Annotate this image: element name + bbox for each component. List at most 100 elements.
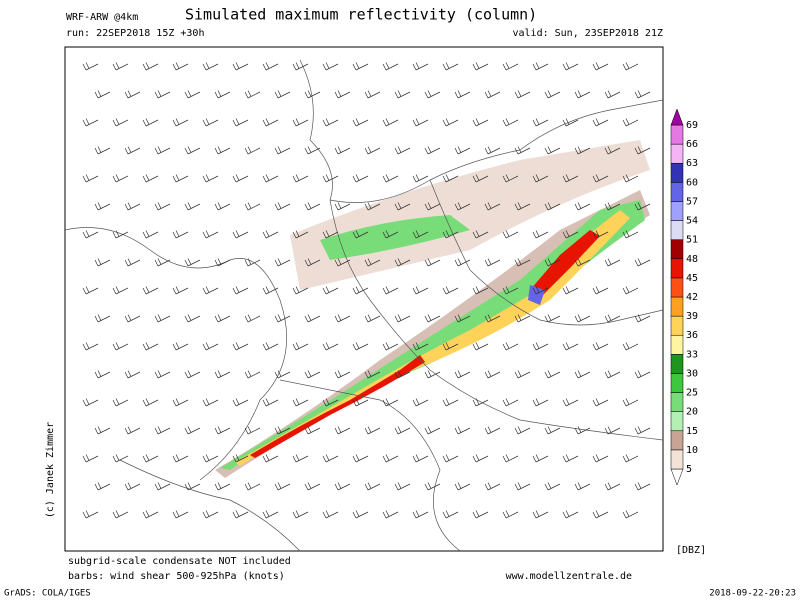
wind-barb	[364, 146, 381, 155]
wind-barb	[364, 258, 381, 267]
wind-barb	[232, 286, 249, 295]
wind-barb	[562, 342, 579, 351]
wind-barb	[82, 118, 99, 127]
reflectivity-area	[250, 355, 425, 458]
wind-barb	[262, 174, 279, 183]
wind-barb	[334, 258, 351, 267]
wind-barb	[634, 482, 651, 491]
wind-barb	[352, 174, 369, 183]
colorbar-label: 63	[686, 158, 698, 169]
wind-barb	[394, 146, 411, 155]
wind-barb	[532, 174, 549, 183]
wind-barb	[244, 258, 261, 267]
wind-barb	[334, 482, 351, 491]
wind-barb	[604, 202, 621, 211]
reflectivity-area	[320, 215, 470, 260]
wind-barb	[232, 510, 249, 519]
wind-barb	[94, 426, 111, 435]
colorbar-unit: [DBZ]	[676, 545, 706, 556]
wind-barb	[154, 426, 171, 435]
color-swatch	[670, 392, 684, 412]
wind-barb	[622, 398, 639, 407]
wind-barb	[442, 510, 459, 519]
wind-barb	[532, 62, 549, 71]
wind-barb	[412, 398, 429, 407]
colorbar-end	[670, 108, 684, 126]
wind-barb	[472, 62, 489, 71]
wind-barb	[94, 370, 111, 379]
wind-barb	[142, 118, 159, 127]
wind-barb	[382, 174, 399, 183]
wind-barb	[514, 146, 531, 155]
wind-barb	[262, 510, 279, 519]
wind-barb	[514, 370, 531, 379]
wind-barb	[292, 118, 309, 127]
wind-barb	[412, 342, 429, 351]
wind-barb	[112, 454, 129, 463]
wind-barb	[322, 342, 339, 351]
wind-barb	[172, 174, 189, 183]
wind-barb	[244, 426, 261, 435]
wind-barb	[94, 258, 111, 267]
wind-barb	[322, 118, 339, 127]
wind-barb	[184, 370, 201, 379]
wind-barb	[502, 286, 519, 295]
wind-barb	[352, 286, 369, 295]
wind-barb	[172, 342, 189, 351]
wind-barb	[394, 258, 411, 267]
wind-barb	[112, 118, 129, 127]
wind-barb	[214, 482, 231, 491]
wind-barb	[202, 454, 219, 463]
wind-barb	[442, 174, 459, 183]
wind-barb	[592, 342, 609, 351]
wind-barb	[454, 258, 471, 267]
footer-note: subgrid-scale condensate NOT included	[68, 556, 291, 567]
wind-barb	[364, 426, 381, 435]
wind-barb	[124, 90, 141, 99]
wind-barb	[172, 286, 189, 295]
wind-barb	[382, 342, 399, 351]
wind-barb	[232, 342, 249, 351]
color-swatch	[670, 277, 684, 298]
wind-barb	[484, 90, 501, 99]
wind-barb	[202, 342, 219, 351]
wind-barb	[442, 454, 459, 463]
wind-barb	[502, 230, 519, 239]
wind-barb	[304, 258, 321, 267]
reflectivity-field	[215, 140, 650, 478]
wind-barb	[532, 454, 549, 463]
wind-barb	[592, 118, 609, 127]
wind-barb	[262, 342, 279, 351]
reflectivity-area	[220, 200, 645, 470]
wind-barb	[112, 398, 129, 407]
wind-barb	[334, 314, 351, 323]
wind-barb	[514, 426, 531, 435]
wind-barb	[562, 398, 579, 407]
wind-barb	[604, 482, 621, 491]
wind-barb	[424, 146, 441, 155]
wind-barb	[424, 314, 441, 323]
wind-barb	[634, 258, 651, 267]
wind-barb	[424, 202, 441, 211]
color-swatch	[670, 201, 684, 221]
wind-barb	[514, 258, 531, 267]
wind-barb	[382, 510, 399, 519]
borders	[64, 59, 664, 552]
wind-barb	[232, 62, 249, 71]
wind-barb	[532, 398, 549, 407]
wind-barb	[184, 202, 201, 211]
wind-barb	[274, 146, 291, 155]
wind-barb	[202, 510, 219, 519]
wind-barb	[412, 118, 429, 127]
wind-barb	[412, 230, 429, 239]
wind-barb	[454, 370, 471, 379]
wind-barb	[142, 230, 159, 239]
wind-barb	[484, 258, 501, 267]
colorbar-label: 33	[686, 349, 698, 360]
wind-barb	[412, 62, 429, 71]
map-title: Simulated maximum reflectivity (column)	[185, 6, 537, 24]
wind-barb	[124, 370, 141, 379]
wind-barb	[322, 174, 339, 183]
colorbar-label: 51	[686, 235, 698, 246]
